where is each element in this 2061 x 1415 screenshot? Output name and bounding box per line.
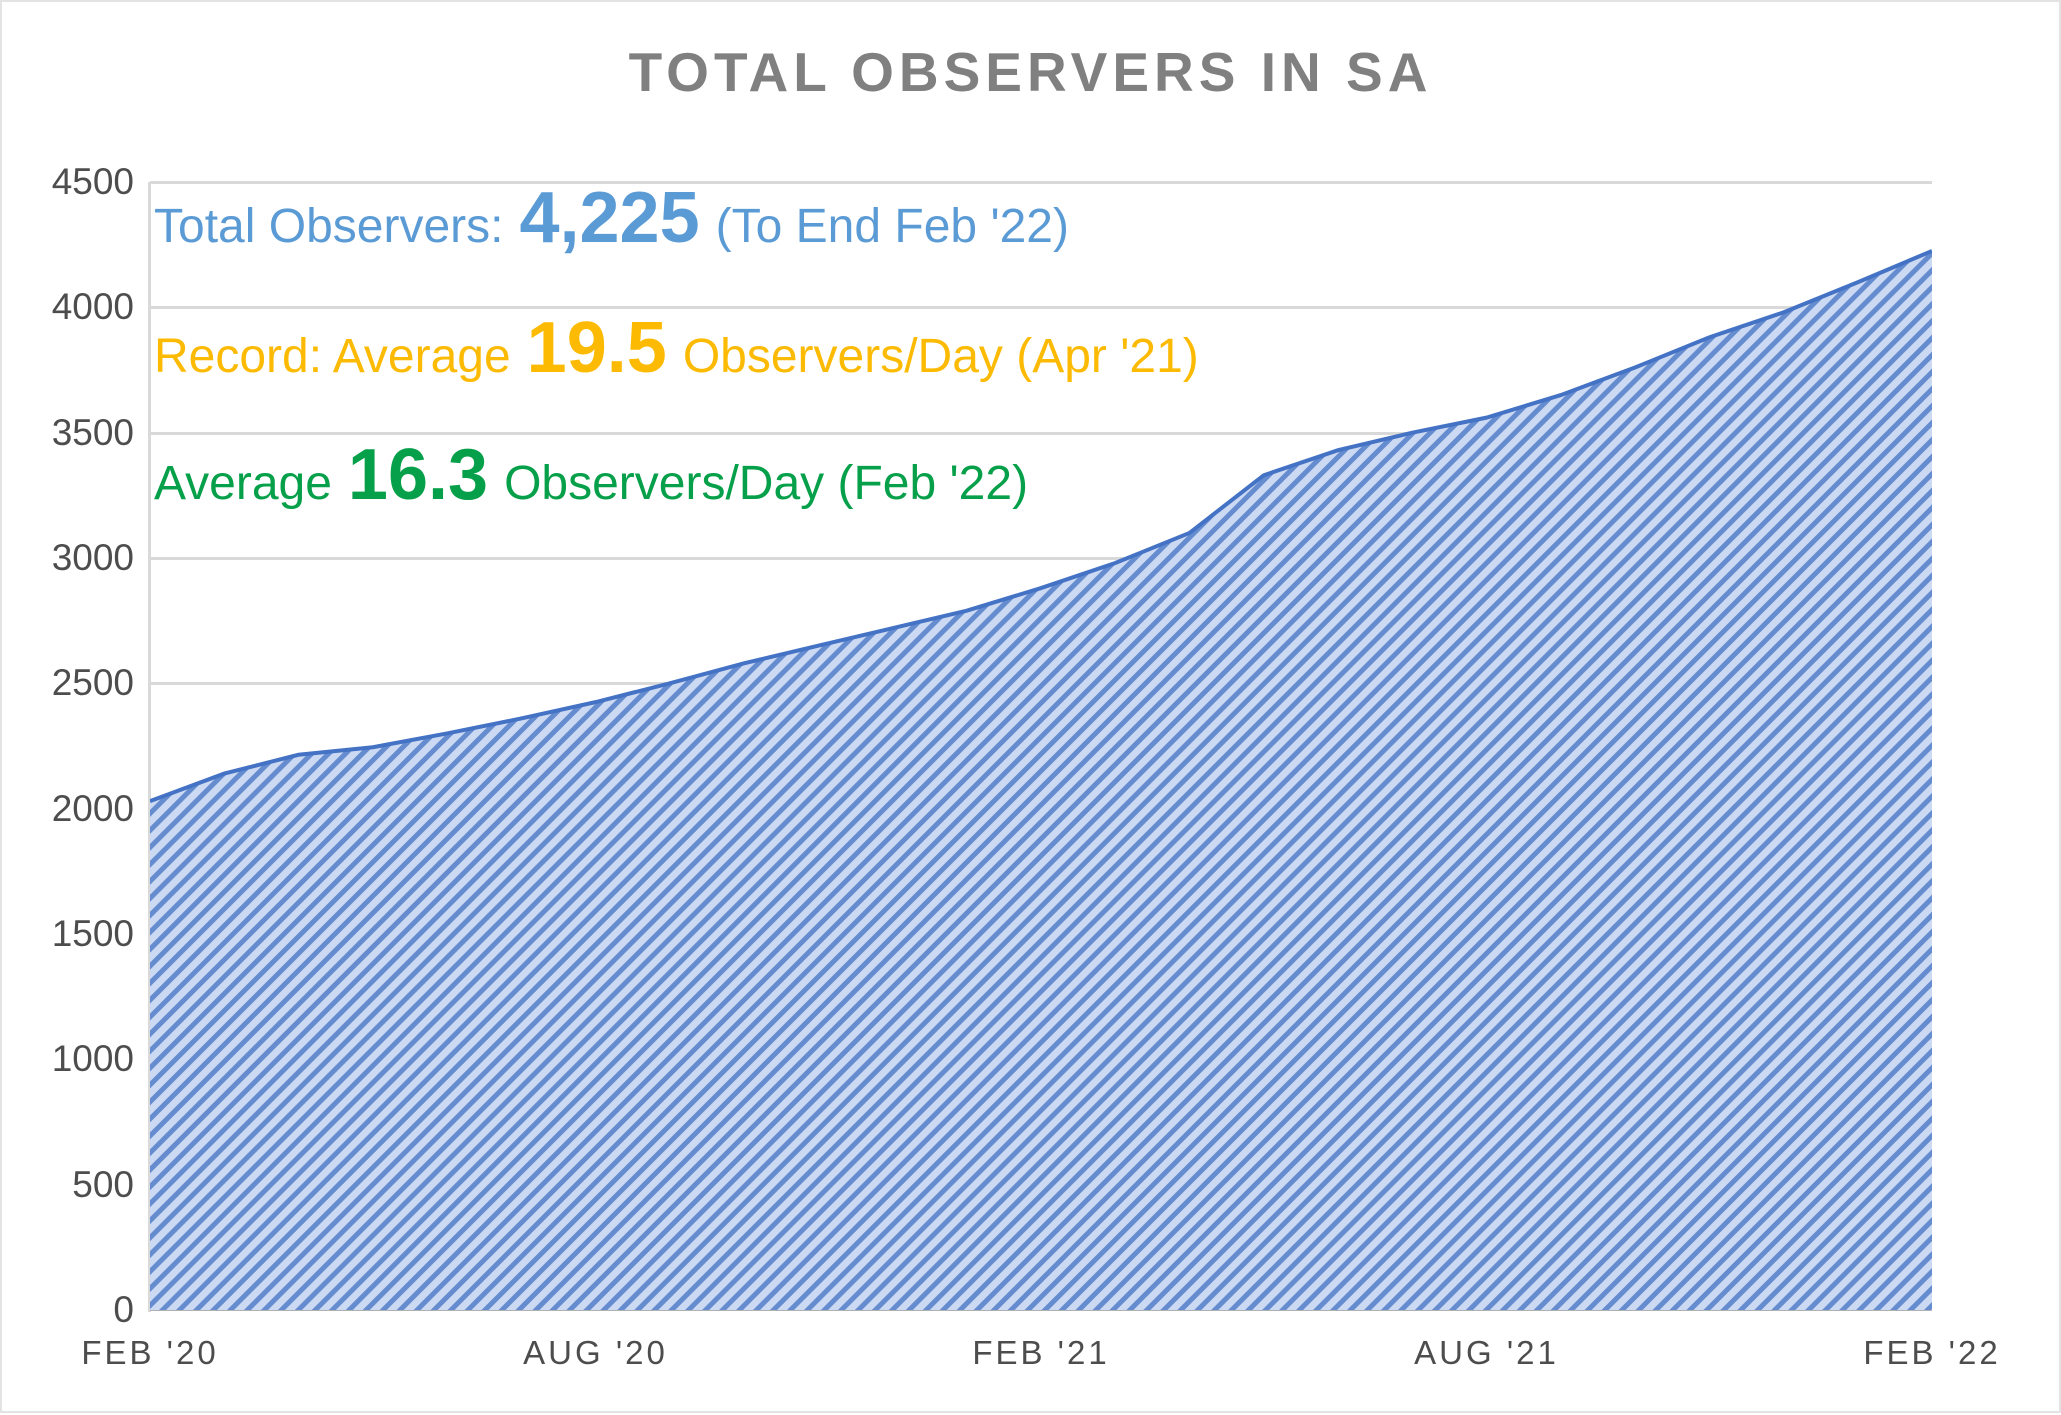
annotation-record-average-value: 19.5: [526, 308, 667, 388]
y-axis-tick-label: 4000: [51, 286, 134, 328]
annotation-current-average-suffix: Observers/Day (Feb '22): [504, 457, 1029, 510]
y-axis-tick-label: 1500: [51, 913, 134, 954]
gridline: [150, 306, 1932, 310]
chart-title: TOTAL OBSERVERS IN SA: [628, 41, 1433, 103]
x-axis-tick-label: FEB '22: [1863, 1334, 2001, 1371]
annotation-record-average-suffix: Observers/Day (Apr '21): [682, 330, 1199, 383]
annotation-current-average: Average 16.3 Observers/Day (Feb '22): [154, 439, 1028, 511]
x-axis-tick-label: AUG '20: [523, 1334, 668, 1371]
y-axis-tick-label: 4500: [51, 161, 134, 202]
x-axis-tick-label: AUG '21: [1414, 1334, 1559, 1371]
y-axis-tick-label: 2500: [51, 662, 134, 704]
gridline: [150, 557, 1932, 560]
annotation-total-observers-prefix: Total Observers:: [154, 200, 504, 253]
y-axis-tick-label: 2000: [51, 787, 134, 829]
y-axis-tick-label: 0: [113, 1289, 134, 1330]
gridline: [150, 431, 1932, 435]
gridline: [150, 181, 1932, 184]
y-axis-line: [148, 182, 151, 1312]
annotation-current-average-prefix: Average: [154, 457, 332, 510]
x-axis-tick-label: FEB '21: [972, 1334, 1110, 1371]
area-series: [150, 249, 1932, 1310]
y-axis-tick-label: 1000: [51, 1038, 134, 1080]
y-axis-tick-label: 500: [72, 1163, 134, 1205]
annotation-current-average-value: 16.3: [347, 435, 489, 515]
annotation-record-average: Record: Average 19.5 Observers/Day (Apr …: [154, 312, 1199, 384]
x-axis-tick-label: FEB '20: [81, 1334, 219, 1371]
y-axis-tick-label: 3500: [51, 411, 134, 453]
annotation-total-observers: Total Observers: 4,225 (To End Feb '22): [154, 182, 1069, 254]
annotation-total-observers-value: 4,225: [519, 178, 700, 258]
y-axis-ticks: 4500 4000 3500 3000 2500 2000 1500 1000 500 0: [2, 2, 134, 1415]
annotation-total-observers-suffix: (To End Feb '22): [715, 200, 1069, 253]
y-axis-tick-label: 3000: [51, 537, 134, 578]
annotation-record-average-prefix: Record: Average: [154, 330, 511, 383]
